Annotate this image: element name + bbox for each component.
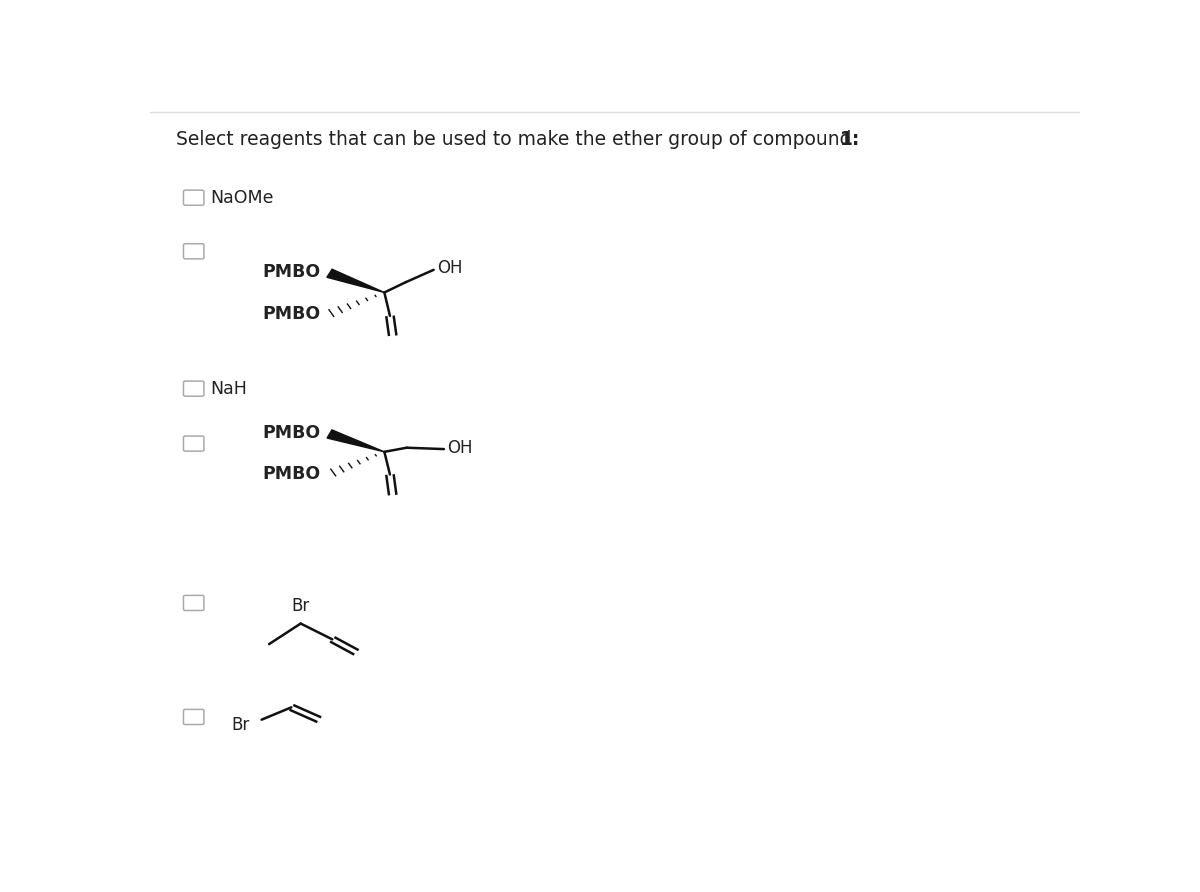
Text: PMBO: PMBO [262, 465, 320, 483]
FancyBboxPatch shape [184, 595, 204, 610]
Text: PMBO: PMBO [262, 305, 320, 324]
Text: NaOMe: NaOMe [210, 189, 274, 207]
FancyBboxPatch shape [184, 709, 204, 724]
Text: PMBO: PMBO [262, 424, 320, 442]
Text: Select reagents that can be used to make the ether group of compound: Select reagents that can be used to make… [176, 130, 858, 149]
Text: Br: Br [292, 597, 310, 615]
Polygon shape [326, 269, 384, 293]
Text: 1:: 1: [840, 130, 860, 149]
FancyBboxPatch shape [184, 190, 204, 205]
Text: OH: OH [448, 439, 473, 457]
Polygon shape [328, 430, 384, 452]
FancyBboxPatch shape [184, 381, 204, 396]
FancyBboxPatch shape [184, 436, 204, 451]
Text: Br: Br [232, 716, 250, 734]
FancyBboxPatch shape [184, 244, 204, 259]
Text: NaH: NaH [210, 380, 247, 398]
Text: PMBO: PMBO [262, 263, 320, 281]
Text: OH: OH [437, 259, 463, 277]
